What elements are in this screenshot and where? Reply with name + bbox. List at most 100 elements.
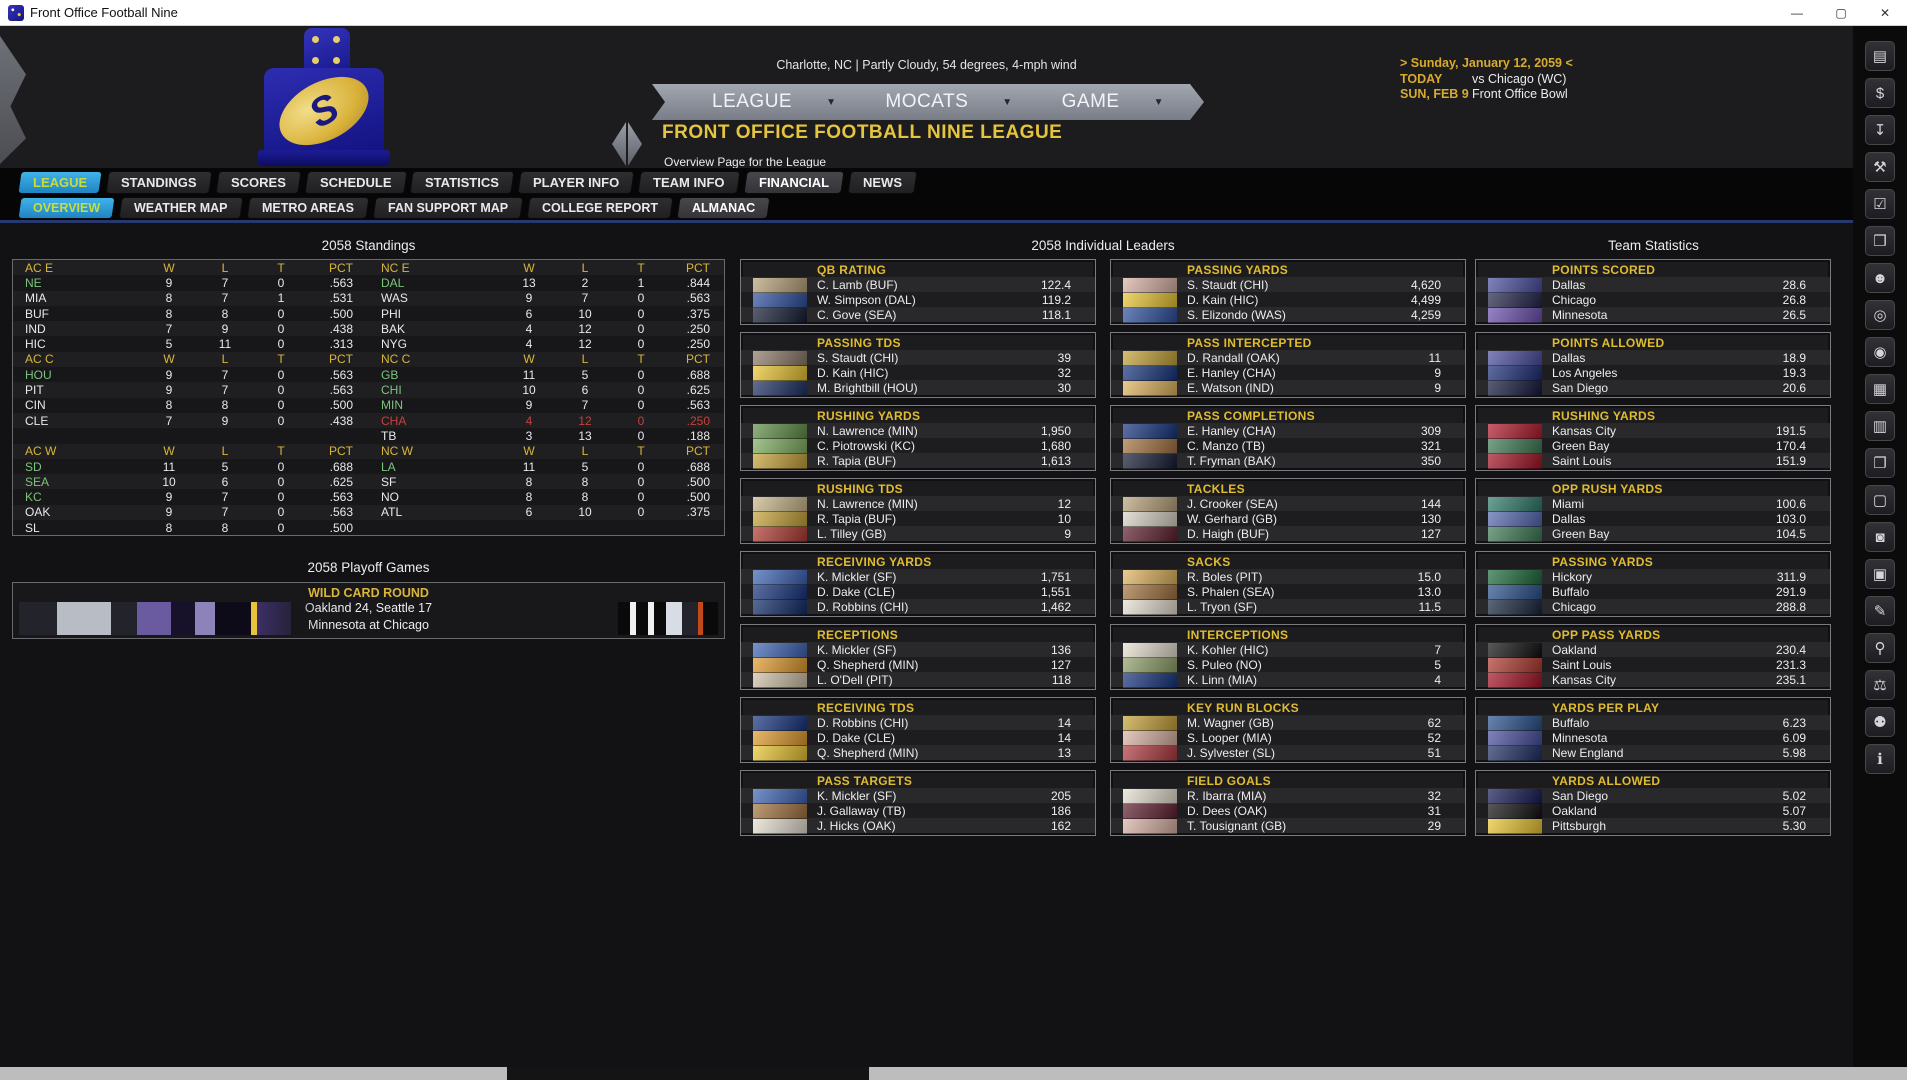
sidebar-monitor-icon[interactable]: ▢: [1865, 485, 1895, 515]
sidebar-save-icon[interactable]: ↧: [1865, 115, 1895, 145]
leader-row[interactable]: S. Staudt (CHI) 39: [741, 350, 1095, 365]
leader-row[interactable]: K. Kohler (HIC) 7: [1111, 642, 1465, 657]
team-cell[interactable]: PIT: [25, 383, 44, 398]
leader-row[interactable]: D. Robbins (CHI) 1,462: [741, 599, 1095, 614]
team-cell[interactable]: IND: [25, 321, 46, 336]
subtab-college-report[interactable]: COLLEGE REPORT: [526, 197, 674, 219]
leader-row[interactable]: R. Tapia (BUF) 1,613: [741, 453, 1095, 468]
leader-row[interactable]: Chicago 288.8: [1476, 599, 1830, 614]
leader-row[interactable]: Los Angeles 19.3: [1476, 365, 1830, 380]
sidebar-news-report-icon[interactable]: ▤: [1865, 41, 1895, 71]
sidebar-scales-icon[interactable]: ⚖: [1865, 670, 1895, 700]
leader-row[interactable]: W. Simpson (DAL) 119.2: [741, 292, 1095, 307]
tab-statistics[interactable]: STATISTICS: [409, 171, 515, 194]
sidebar-record-icon[interactable]: ◎: [1865, 300, 1895, 330]
team-cell[interactable]: NO: [381, 490, 399, 505]
leader-row[interactable]: S. Looper (MIA) 52: [1111, 730, 1465, 745]
team-cell[interactable]: HOU: [25, 367, 52, 382]
sidebar-finance-icon[interactable]: $: [1865, 78, 1895, 108]
leader-row[interactable]: N. Lawrence (MIN) 12: [741, 496, 1095, 511]
subtab-weather-map[interactable]: WEATHER MAP: [118, 197, 244, 219]
sidebar-tools-icon[interactable]: ⚒: [1865, 152, 1895, 182]
leader-row[interactable]: E. Watson (IND) 9: [1111, 380, 1465, 395]
team-cell[interactable]: MIN: [381, 398, 403, 413]
leader-row[interactable]: R. Ibarra (MIA) 32: [1111, 788, 1465, 803]
sidebar-printer-icon[interactable]: ▣: [1865, 559, 1895, 589]
team-cell[interactable]: LA: [381, 459, 396, 474]
team-cell[interactable]: KC: [25, 490, 42, 505]
leader-row[interactable]: C. Manzo (TB) 321: [1111, 438, 1465, 453]
page-nav-arrows-icon[interactable]: [612, 122, 642, 166]
leader-row[interactable]: M. Brightbill (HOU) 30: [741, 380, 1095, 395]
sidebar-view-icon[interactable]: ◉: [1865, 337, 1895, 367]
leader-row[interactable]: D. Robbins (CHI) 14: [741, 715, 1095, 730]
leader-row[interactable]: Q. Shepherd (MIN) 127: [741, 657, 1095, 672]
leader-row[interactable]: R. Tapia (BUF) 10: [741, 511, 1095, 526]
sidebar-mouse-icon[interactable]: ◙: [1865, 522, 1895, 552]
menu-mocats[interactable]: MOCATS ▼: [885, 91, 1012, 113]
team-cell[interactable]: ATL: [381, 505, 403, 520]
team-cell[interactable]: SEA: [25, 474, 50, 489]
subtab-metro-areas[interactable]: METRO AREAS: [246, 197, 370, 219]
subtab-overview[interactable]: OVERVIEW: [17, 197, 116, 219]
team-cell[interactable]: HIC: [25, 337, 46, 352]
tab-financial[interactable]: FINANCIAL: [743, 171, 845, 194]
leader-row[interactable]: D. Haigh (BUF) 127: [1111, 526, 1465, 541]
leader-row[interactable]: M. Wagner (GB) 62: [1111, 715, 1465, 730]
team-cell[interactable]: SF: [381, 474, 397, 489]
leader-row[interactable]: San Diego 5.02: [1476, 788, 1830, 803]
leader-row[interactable]: L. O'Dell (PIT) 118: [741, 672, 1095, 687]
team-cell[interactable]: CLE: [25, 413, 49, 428]
sidebar-depth-chart-icon[interactable]: ▥: [1865, 411, 1895, 441]
subtab-almanac[interactable]: ALMANAC: [676, 197, 771, 219]
team-cell[interactable]: TB: [381, 428, 397, 443]
team-cell[interactable]: CIN: [25, 398, 46, 413]
team-cell[interactable]: DAL: [381, 275, 405, 290]
leader-row[interactable]: E. Hanley (CHA) 9: [1111, 365, 1465, 380]
sidebar-search-icon[interactable]: ⚲: [1865, 633, 1895, 663]
team-cell[interactable]: NE: [25, 275, 42, 290]
leader-row[interactable]: D. Kain (HIC) 32: [741, 365, 1095, 380]
leader-row[interactable]: Pittsburgh 5.30: [1476, 818, 1830, 833]
leader-row[interactable]: J. Gallaway (TB) 186: [741, 803, 1095, 818]
leader-row[interactable]: S. Puleo (NO) 5: [1111, 657, 1465, 672]
sidebar-schedule-grid-icon[interactable]: ▦: [1865, 374, 1895, 404]
leader-row[interactable]: K. Mickler (SF) 1,751: [741, 569, 1095, 584]
leader-row[interactable]: Oakland 5.07: [1476, 803, 1830, 818]
sidebar-profile-icon[interactable]: ⚉: [1865, 707, 1895, 737]
leader-row[interactable]: K. Mickler (SF) 136: [741, 642, 1095, 657]
leader-row[interactable]: D. Randall (OAK) 11: [1111, 350, 1465, 365]
team-cell[interactable]: BAK: [381, 321, 406, 336]
menu-league[interactable]: LEAGUE ▼: [712, 91, 837, 113]
leader-row[interactable]: C. Gove (SEA) 118.1: [741, 307, 1095, 322]
leader-row[interactable]: R. Boles (PIT) 15.0: [1111, 569, 1465, 584]
leader-row[interactable]: L. Tilley (GB) 9: [741, 526, 1095, 541]
leader-row[interactable]: T. Fryman (BAK) 350: [1111, 453, 1465, 468]
sidebar-checklist-icon[interactable]: ☑: [1865, 189, 1895, 219]
leader-row[interactable]: Hickory 311.9: [1476, 569, 1830, 584]
tab-schedule[interactable]: SCHEDULE: [304, 171, 407, 194]
team-cell[interactable]: SD: [25, 459, 42, 474]
leader-row[interactable]: W. Gerhard (GB) 130: [1111, 511, 1465, 526]
leader-row[interactable]: C. Lamb (BUF) 122.4: [741, 277, 1095, 292]
leader-row[interactable]: K. Linn (MIA) 4: [1111, 672, 1465, 687]
leader-row[interactable]: N. Lawrence (MIN) 1,950: [741, 423, 1095, 438]
tab-league[interactable]: LEAGUE: [17, 171, 103, 194]
team-cell[interactable]: CHI: [381, 383, 402, 398]
sidebar-edit-icon[interactable]: ✎: [1865, 596, 1895, 626]
sidebar-copy-icon[interactable]: ❐: [1865, 448, 1895, 478]
leader-row[interactable]: S. Elizondo (WAS) 4,259: [1111, 307, 1465, 322]
leader-row[interactable]: C. Piotrowski (KC) 1,680: [741, 438, 1095, 453]
leader-row[interactable]: J. Crooker (SEA) 144: [1111, 496, 1465, 511]
leader-row[interactable]: K. Mickler (SF) 205: [741, 788, 1095, 803]
leader-row[interactable]: S. Phalen (SEA) 13.0: [1111, 584, 1465, 599]
leader-row[interactable]: New England 5.98: [1476, 745, 1830, 760]
leader-row[interactable]: Dallas 103.0: [1476, 511, 1830, 526]
team-cell[interactable]: CHA: [381, 413, 407, 428]
team-cell[interactable]: MIA: [25, 291, 47, 306]
leader-row[interactable]: Green Bay 104.5: [1476, 526, 1830, 541]
leader-row[interactable]: D. Dake (CLE) 1,551: [741, 584, 1095, 599]
team-cell[interactable]: WAS: [381, 291, 408, 306]
leader-row[interactable]: S. Staudt (CHI) 4,620: [1111, 277, 1465, 292]
team-cell[interactable]: GB: [381, 367, 399, 382]
